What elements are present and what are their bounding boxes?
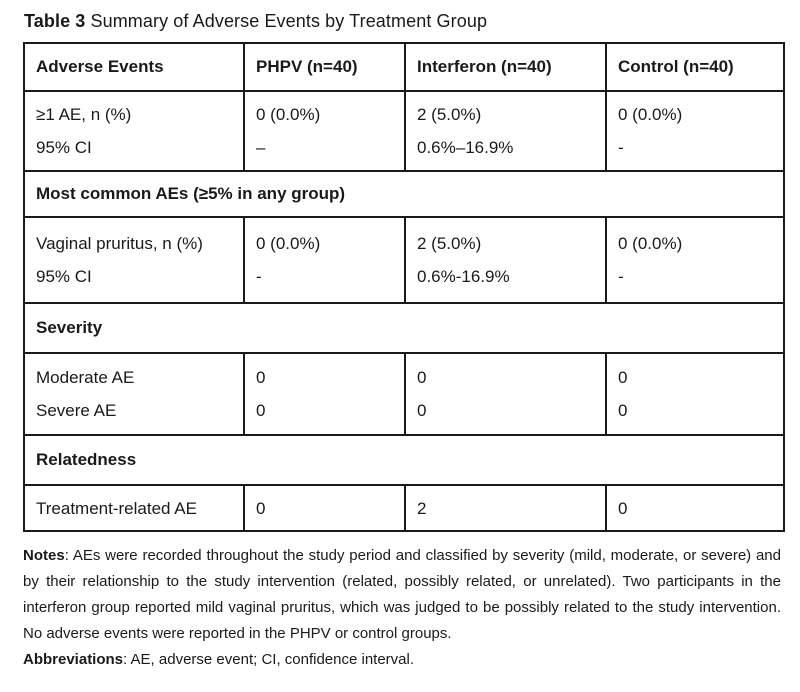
table-row-treatment-related: Treatment-related AE 0 2 0 <box>23 484 785 532</box>
section-header-cell: Severity <box>23 302 785 354</box>
cell-line: Severe AE <box>36 401 117 420</box>
cell-line: 2 (5.0%) <box>417 234 482 253</box>
adverse-events-table: Adverse Events PHPV (n=40) Interferon (n… <box>23 42 785 532</box>
cell-line: 2 <box>417 498 427 518</box>
cell-line: 0 <box>417 368 427 387</box>
value-cell-phpv: 0 (0.0%) – <box>243 90 406 172</box>
cell-line: 0 <box>618 401 628 420</box>
cell-line: 2 (5.0%) <box>417 105 482 124</box>
table-row-ae-incidence: ≥1 AE, n (%) 95% CI 0 (0.0%) – 2 (5.0%) … <box>23 90 785 172</box>
table-title-text: Summary of Adverse Events by Treatment G… <box>85 11 488 31</box>
cell-line: 0 (0.0%) <box>256 234 321 253</box>
cell-line: Vaginal pruritus, n (%) <box>36 234 203 253</box>
cell-line: 0 (0.0%) <box>256 105 321 124</box>
value-cell-control: 0 (0.0%) - <box>605 216 785 304</box>
cell-line: 0 <box>417 401 427 420</box>
notes-text: : AEs were recorded throughout the study… <box>23 547 781 642</box>
value-cell-control: 0 <box>605 484 785 532</box>
table-abbreviations: Abbreviations: AE, adverse event; CI, co… <box>23 647 781 673</box>
cell-line: 0 <box>256 498 266 518</box>
cell-line: 0 <box>618 498 628 518</box>
section-header-cell: Most common AEs (≥5% in any group) <box>23 170 785 218</box>
section-row-most-common-aes: Most common AEs (≥5% in any group) <box>23 170 785 218</box>
column-header-phpv: PHPV (n=40) <box>243 42 406 92</box>
table-header-row: Adverse Events PHPV (n=40) Interferon (n… <box>23 42 785 92</box>
section-row-relatedness: Relatedness <box>23 434 785 486</box>
cell-line: – <box>256 138 266 157</box>
value-cell-interferon: 2 <box>404 484 607 532</box>
table-notes: Notes: AEs were recorded throughout the … <box>23 543 781 647</box>
cell-line: 0 <box>256 401 266 420</box>
column-header-interferon: Interferon (n=40) <box>404 42 607 92</box>
value-cell-control: 0 (0.0%) - <box>605 90 785 172</box>
table-row-vaginal-pruritus: Vaginal pruritus, n (%) 95% CI 0 (0.0%) … <box>23 216 785 304</box>
value-cell-phpv: 0 (0.0%) - <box>243 216 406 304</box>
cell-line: 0 <box>256 368 266 387</box>
cell-line: 95% CI <box>36 138 92 157</box>
row-label-cell: Moderate AE Severe AE <box>23 352 245 436</box>
cell-line: ≥1 AE, n (%) <box>36 105 132 124</box>
table-row-severity-counts: Moderate AE Severe AE 0 0 0 0 0 0 <box>23 352 785 436</box>
value-cell-interferon: 2 (5.0%) 0.6%-16.9% <box>404 216 607 304</box>
column-header-control: Control (n=40) <box>605 42 785 92</box>
row-label-cell: ≥1 AE, n (%) 95% CI <box>23 90 245 172</box>
value-cell-control: 0 0 <box>605 352 785 436</box>
value-cell-interferon: 2 (5.0%) 0.6%–16.9% <box>404 90 607 172</box>
section-row-severity: Severity <box>23 302 785 354</box>
value-cell-interferon: 0 0 <box>404 352 607 436</box>
value-cell-phpv: 0 0 <box>243 352 406 436</box>
cell-line: 0.6%-16.9% <box>417 267 510 286</box>
cell-line: Treatment-related AE <box>36 498 197 518</box>
value-cell-phpv: 0 <box>243 484 406 532</box>
notes-label: Notes <box>23 547 65 564</box>
table-number-label: Table 3 <box>24 11 86 31</box>
section-header-cell: Relatedness <box>23 434 785 486</box>
row-label-cell: Treatment-related AE <box>23 484 245 532</box>
cell-line: 0 (0.0%) <box>618 105 683 124</box>
cell-line: Moderate AE <box>36 368 135 387</box>
cell-line: - <box>618 138 624 157</box>
cell-line: - <box>256 267 262 286</box>
abbreviations-text: : AE, adverse event; CI, confidence inte… <box>123 651 415 668</box>
table-title: Table 3 Summary of Adverse Events by Tre… <box>24 10 784 32</box>
column-header-adverse-events: Adverse Events <box>23 42 245 92</box>
cell-line: - <box>618 267 624 286</box>
cell-line: 0 <box>618 368 628 387</box>
abbreviations-label: Abbreviations <box>23 651 124 668</box>
row-label-cell: Vaginal pruritus, n (%) 95% CI <box>23 216 245 304</box>
cell-line: 0 (0.0%) <box>618 234 683 253</box>
cell-line: 95% CI <box>36 267 92 286</box>
cell-line: 0.6%–16.9% <box>417 138 514 157</box>
